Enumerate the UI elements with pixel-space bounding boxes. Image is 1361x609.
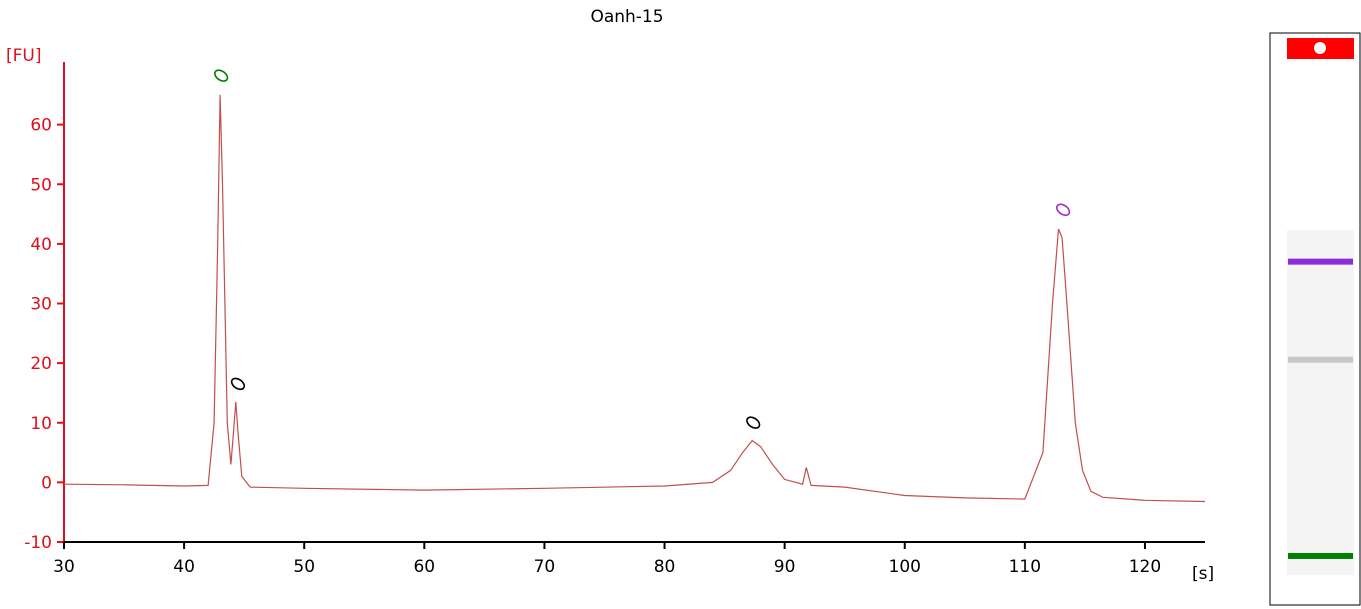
x-tick-label: 90 xyxy=(774,557,796,577)
x-tick-label: 60 xyxy=(413,557,435,577)
peak-marker xyxy=(746,416,761,429)
y-tick-label: 0 xyxy=(41,473,52,493)
gel-band xyxy=(1288,258,1353,265)
y-tick-label: 60 xyxy=(30,116,52,136)
x-tick-label: 120 xyxy=(1129,557,1161,577)
gel-lane-background xyxy=(1287,230,1354,575)
y-ticks: -10 0 10 20 30 40 50 60 xyxy=(24,116,64,553)
x-tick-label: 30 xyxy=(53,557,75,577)
x-tick-label: 100 xyxy=(889,557,921,577)
series-line xyxy=(63,94,1206,503)
y-axis-label: [FU] xyxy=(6,46,42,66)
peak-marker xyxy=(214,69,229,82)
gel-bands xyxy=(1288,258,1353,559)
peak-marker xyxy=(1055,203,1071,217)
x-tick-label: 110 xyxy=(1009,557,1041,577)
x-axis-label: [s] xyxy=(1192,564,1214,584)
y-tick-label: 10 xyxy=(30,414,52,434)
peak-marker xyxy=(230,377,246,391)
x-tick-label: 50 xyxy=(293,557,315,577)
peak-markers xyxy=(214,69,1071,429)
y-tick-label: 20 xyxy=(30,354,52,374)
y-tick-label: 30 xyxy=(30,295,52,315)
y-tick-label: -10 xyxy=(24,533,52,553)
gel-lane-top-dot xyxy=(1314,42,1326,54)
gel-band xyxy=(1288,552,1353,559)
y-tick-label: 50 xyxy=(30,175,52,195)
x-tick-label: 70 xyxy=(534,557,556,577)
plot-area xyxy=(63,94,1206,503)
gel-band xyxy=(1288,356,1353,363)
chart-title: Oanh-15 xyxy=(590,7,663,27)
axes: [FU] [s] xyxy=(6,46,1214,584)
x-ticks: 30 40 50 60 70 80 90 100 110 120 xyxy=(53,542,1161,577)
gel-lane xyxy=(1269,32,1361,606)
y-tick-label: 40 xyxy=(30,235,52,255)
x-tick-label: 80 xyxy=(654,557,676,577)
x-tick-label: 40 xyxy=(173,557,195,577)
